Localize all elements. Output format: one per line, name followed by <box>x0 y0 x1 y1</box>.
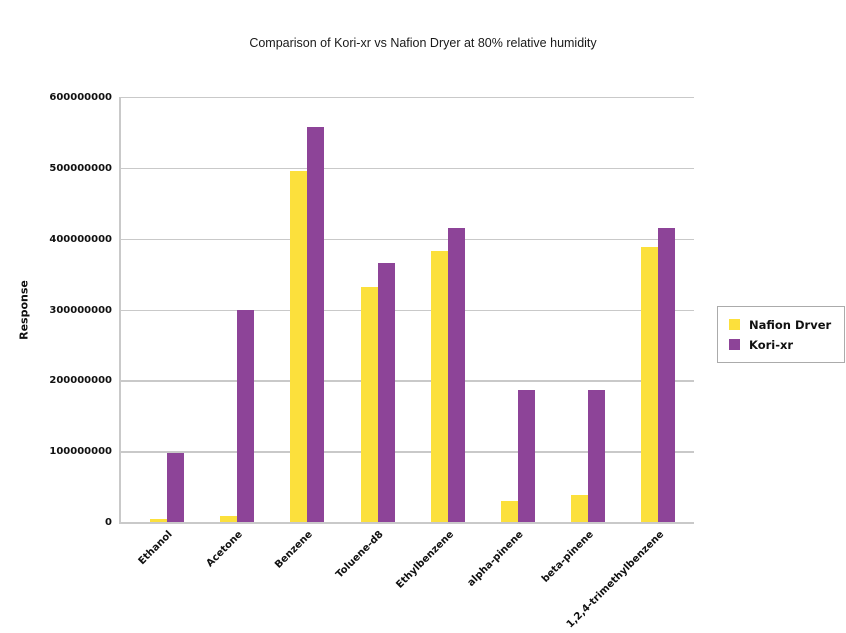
legend-label-nafion-drver: Nafion Drver <box>749 317 832 332</box>
bar-nafion-drver-acetone <box>220 515 238 522</box>
bar-nafion-drver-toluene-d8 <box>360 286 378 522</box>
x-category-label-ethylbenzene: Ethylbenzene <box>393 529 456 591</box>
legend-swatch-icon-kori-xr <box>729 339 740 350</box>
x-category-label-beta-pinene: beta-pinene <box>540 529 596 585</box>
bar-kori-xr-beta-pinene <box>588 389 606 522</box>
bar-nafion-drver-ethanol <box>150 519 167 522</box>
y-tick-label-400000000: 400000000 <box>49 233 112 245</box>
x-axis-line <box>119 522 694 524</box>
bar-kori-xr-1-2-4-trimethylbenzene <box>658 228 676 522</box>
legend: Nafion Drver Kori-xr <box>717 306 846 363</box>
plot-area <box>119 97 694 524</box>
x-category-label-benzene: Benzene <box>273 529 316 571</box>
gridline-400000000 <box>121 238 694 241</box>
gridline-300000000 <box>121 309 694 311</box>
y-tick-label-100000000: 100000000 <box>49 446 112 458</box>
bar-kori-xr-ethanol <box>167 452 184 522</box>
bar-kori-xr-ethylbenzene <box>447 228 465 522</box>
x-category-label-toluene-d8: Toluene-d8 <box>333 529 386 581</box>
bar-nafion-drver-ethylbenzene <box>430 250 448 522</box>
legend-label-kori-xr: Kori-xr <box>749 337 794 352</box>
bar-nafion-drver-1-2-4-trimethylbenzene <box>641 247 659 522</box>
gridline-600000000 <box>121 97 694 99</box>
bar-kori-xr-benzene <box>307 126 325 522</box>
x-category-label-ethanol: Ethanol <box>136 529 175 568</box>
gridline-200000000 <box>121 380 694 382</box>
bar-nafion-drver-alpha-pinene <box>501 500 518 522</box>
bar-nafion-drver-beta-pinene <box>571 495 589 522</box>
legend-item-kori-xr: Kori-xr <box>729 336 831 353</box>
y-tick-label-500000000: 500000000 <box>49 162 112 174</box>
legend-item-nafion-drver: Nafion Drver <box>729 316 831 333</box>
gridline-100000000 <box>121 451 694 453</box>
gridline-500000000 <box>121 167 694 170</box>
y-tick-label-300000000: 300000000 <box>49 304 112 316</box>
y-tick-label-600000000: 600000000 <box>49 92 112 103</box>
y-tick-label-200000000: 200000000 <box>49 375 112 387</box>
legend-swatch-icon-nafion-drver <box>729 319 740 330</box>
y-tick-label-0: 0 <box>105 517 112 528</box>
x-category-label-acetone: Acetone <box>204 529 245 570</box>
chart-title: Comparison of Kori-xr vs Nafion Dryer at… <box>249 36 597 50</box>
bar-nafion-drver-benzene <box>290 170 308 522</box>
bar-kori-xr-toluene-d8 <box>377 262 395 522</box>
bar-kori-xr-acetone <box>237 309 255 522</box>
bar-kori-xr-alpha-pinene <box>518 389 535 522</box>
x-category-label-alpha-pinene: alpha-pinene <box>465 529 526 589</box>
